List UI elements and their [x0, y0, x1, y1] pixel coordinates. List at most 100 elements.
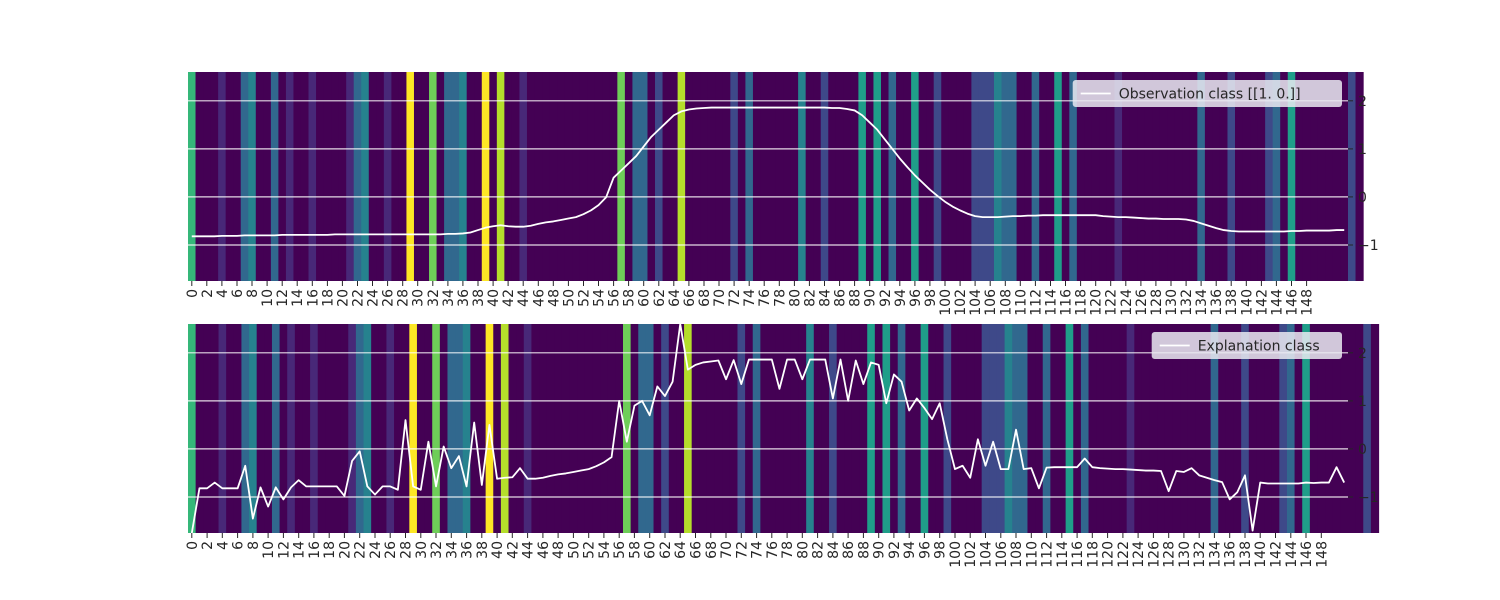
- x-tick-label: 74: [750, 541, 766, 559]
- x-tick-label: 28: [399, 541, 415, 559]
- heatmap-cell: [888, 72, 897, 281]
- series-line: [190, 323, 1345, 534]
- heatmap-cell: [1265, 72, 1274, 281]
- heatmap-cell: [1332, 324, 1341, 533]
- heatmap-cell: [615, 324, 624, 533]
- heatmap-cell: [986, 72, 995, 281]
- heatmap-cell: [996, 324, 1006, 533]
- heatmap-cell: [263, 72, 272, 281]
- heatmap-cell: [1212, 72, 1221, 281]
- y-axis-ticks: −1 0 1 2: [1348, 94, 1379, 254]
- heatmap-cell: [865, 72, 875, 281]
- x-tick-label: 54: [597, 541, 613, 559]
- x-tick-label: 38: [475, 541, 491, 559]
- heatmap-cell: [579, 72, 588, 281]
- heatmap-cell: [539, 324, 548, 533]
- x-tick-label: 10: [261, 541, 277, 559]
- heatmap-cell: [874, 324, 884, 533]
- heatmap-cell: [188, 324, 197, 533]
- x-tick-label: 108: [1009, 541, 1025, 568]
- x-tick-label: 134: [1207, 541, 1223, 568]
- heatmap-cell: [225, 72, 234, 281]
- heatmap-cell: [850, 72, 859, 281]
- heatmap-cell: [1325, 324, 1334, 533]
- heatmap-cell: [1129, 72, 1138, 281]
- heatmap-cell: [432, 324, 441, 533]
- heatmap-cell: [1348, 324, 1357, 533]
- heatmap-cell: [1187, 324, 1196, 533]
- legend-label: Observation class [[1. 0.]]: [1119, 87, 1301, 103]
- heatmap-cell: [624, 72, 634, 281]
- heatmap-cell: [691, 324, 700, 533]
- heatmap-cell: [745, 324, 754, 533]
- heatmap-cell: [903, 72, 912, 281]
- heatmap-cell: [1302, 72, 1311, 281]
- heatmap-cell: [806, 324, 815, 533]
- x-tick-label: 8: [246, 541, 262, 550]
- x-tick-label: 36: [456, 289, 472, 307]
- heatmap-cell: [768, 324, 777, 533]
- x-tick-label: 66: [689, 541, 705, 559]
- heatmap-cell: [951, 324, 960, 533]
- legend-box: [1151, 332, 1342, 359]
- x-tick-label: 58: [627, 541, 643, 559]
- heatmap-cell: [676, 324, 685, 533]
- heatmap-cell: [444, 72, 453, 281]
- x-tick-label: 118: [1074, 289, 1090, 316]
- x-tick-label: 84: [826, 541, 842, 559]
- x-tick-label: 146: [1299, 541, 1315, 568]
- x-tick-label: 20: [337, 541, 353, 559]
- x-tick-label: 48: [546, 289, 562, 307]
- heatmap-cell: [1126, 324, 1135, 533]
- x-tick-label: 68: [704, 541, 720, 559]
- heatmap-cell: [226, 324, 235, 533]
- grid-lines: [188, 100, 1348, 246]
- x-tick-label: 6: [230, 289, 246, 298]
- x-tick-label: 128: [1149, 289, 1165, 316]
- heatmap-cell: [1119, 324, 1128, 533]
- heatmap-cell: [294, 324, 304, 533]
- heatmap-cell: [455, 324, 464, 533]
- x-tick-label: 22: [351, 289, 367, 307]
- heatmap-cell: [1137, 72, 1146, 281]
- heatmap-cell: [363, 324, 372, 533]
- heatmap-cell: [516, 324, 525, 533]
- heatmap-cell: [394, 324, 403, 533]
- heatmap-cell: [1073, 324, 1082, 533]
- x-tick-label: 78: [780, 541, 796, 559]
- x-tick-label: 40: [490, 541, 506, 559]
- heatmap-cell: [1295, 72, 1304, 281]
- y-tick-label: 1: [1358, 142, 1367, 158]
- heatmap-cell: [534, 72, 543, 281]
- x-tick-label: 84: [818, 289, 834, 307]
- x-tick-label: 134: [1194, 289, 1210, 316]
- x-tick-label: 110: [1013, 289, 1029, 316]
- heatmap-cell: [1302, 324, 1311, 533]
- x-tick-label: 82: [811, 541, 827, 559]
- heatmap-cell: [623, 324, 632, 533]
- heatmap-cell: [546, 324, 555, 533]
- x-tick-label: 20: [335, 289, 351, 307]
- heatmap-cell: [760, 72, 769, 281]
- heatmap-cell: [1225, 324, 1235, 533]
- heatmap-cell: [685, 72, 694, 281]
- heatmap-cell: [308, 72, 317, 281]
- x-tick-label: 118: [1085, 541, 1101, 568]
- x-tick-label: 130: [1177, 541, 1193, 568]
- x-tick-label: 0: [185, 541, 201, 550]
- heatmap-cell: [630, 324, 639, 533]
- x-tick-label: 114: [1044, 289, 1060, 316]
- heatmap-cell: [700, 72, 709, 281]
- heatmap-cell: [1106, 72, 1116, 281]
- heatmap-cell: [278, 72, 287, 281]
- x-tick-label: 88: [848, 289, 864, 307]
- heatmap-cell: [1264, 324, 1273, 533]
- x-tick-label: 4: [215, 541, 231, 550]
- x-tick-label: 102: [963, 541, 979, 568]
- x-tick-label: 82: [802, 289, 818, 307]
- y-tick-label: 2: [1358, 94, 1367, 110]
- heatmap-cell: [873, 72, 882, 281]
- x-tick-label: 12: [275, 289, 291, 307]
- x-tick-label: 74: [742, 289, 758, 307]
